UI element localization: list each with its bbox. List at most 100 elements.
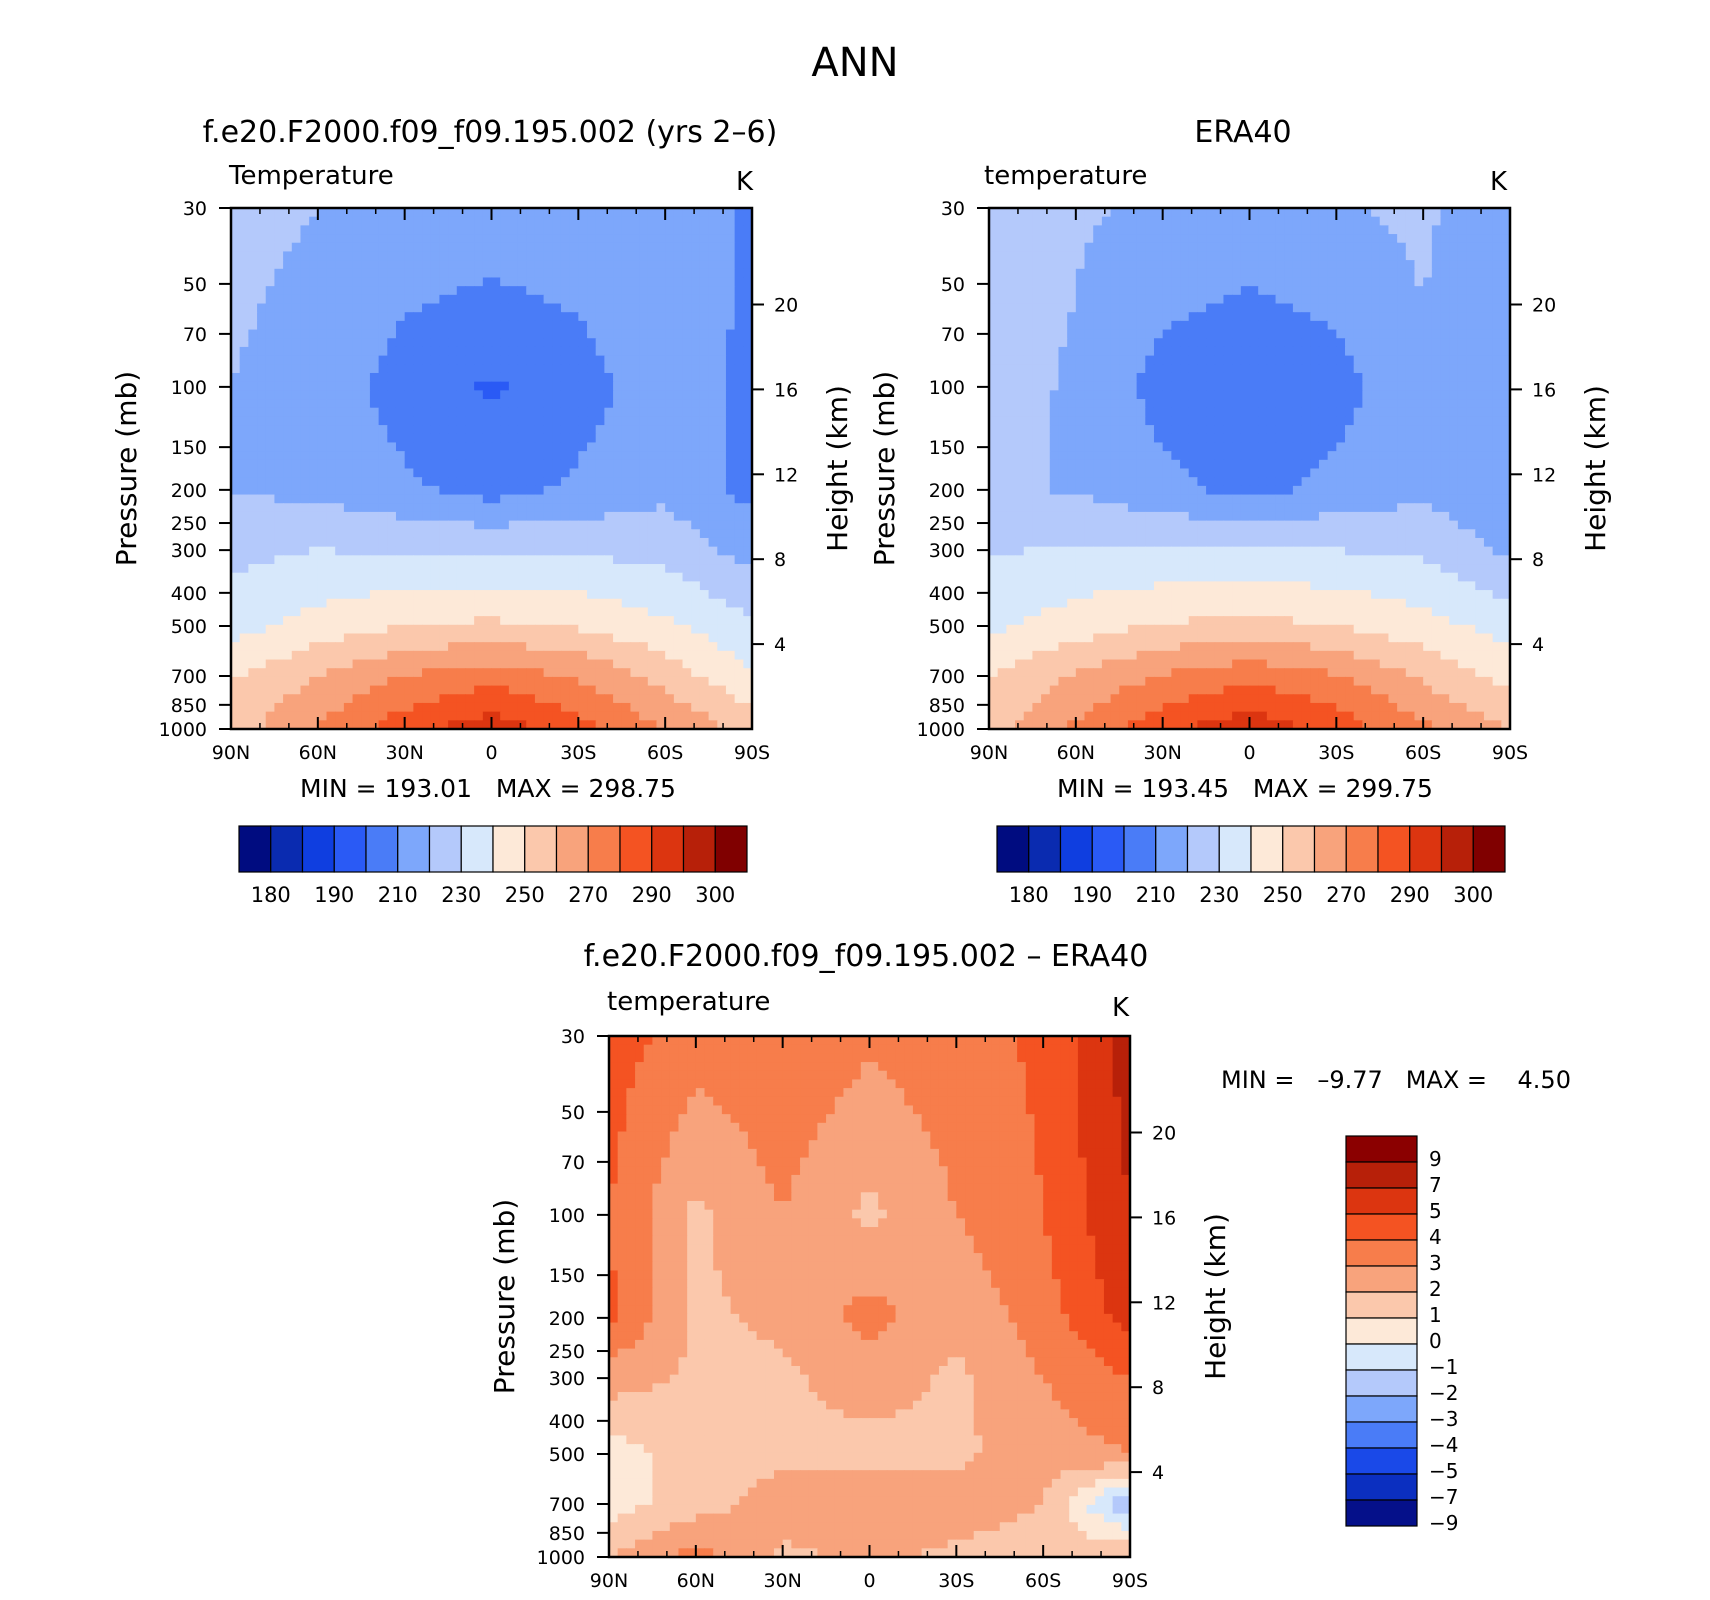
contour-cell [691, 711, 701, 721]
contour-cell [569, 433, 579, 444]
contour-cell [517, 208, 527, 218]
contour-cell [439, 459, 449, 470]
contour-cell [1162, 251, 1172, 261]
contour-cell [1423, 242, 1433, 253]
contour-cell [395, 208, 406, 218]
contour-cell [1032, 346, 1042, 357]
contour-cell [1362, 251, 1372, 261]
contour-cell [1492, 329, 1502, 339]
contour-cell [404, 364, 414, 374]
contour-cell [595, 208, 605, 218]
contour-cell [517, 242, 527, 253]
contour-cell [274, 286, 284, 296]
contour-cell [595, 303, 605, 313]
contour-cell [1483, 338, 1494, 348]
contour-cell [1058, 260, 1068, 270]
contour-cell [1075, 390, 1086, 400]
contour-cell [621, 277, 632, 287]
contour-cell [595, 355, 605, 365]
contour-cell [604, 520, 614, 530]
contour-cell [1371, 312, 1381, 322]
contour-cell [335, 407, 345, 417]
contour-cell [708, 555, 718, 565]
contour-cell [352, 572, 362, 582]
contour-cell [613, 633, 623, 643]
contour-cell [717, 286, 727, 296]
contour-cell [587, 702, 597, 713]
contour-cell [1188, 372, 1198, 383]
contour-cell [1023, 234, 1034, 244]
contour-cell [587, 208, 597, 218]
contour-cell [387, 407, 397, 417]
contour-cell [1171, 225, 1181, 235]
contour-cell [699, 520, 710, 530]
contour-cell [621, 286, 632, 296]
contour-cell [1188, 251, 1198, 261]
contour-cell [1292, 234, 1303, 244]
contour-cell [1423, 312, 1433, 322]
contour-cell [743, 260, 753, 270]
contour-cell [1405, 251, 1416, 261]
contour-cell [543, 208, 553, 218]
contour-cell [1162, 390, 1172, 400]
contour-cell [335, 659, 345, 669]
contour-cell [1440, 225, 1450, 235]
contour-cell [1249, 216, 1259, 226]
contour-cell [526, 590, 536, 600]
contour-cell [265, 685, 276, 695]
contour-cell [239, 320, 249, 331]
contour-cell [1049, 234, 1060, 244]
contour-cell [587, 711, 597, 721]
contour-cell [743, 598, 753, 609]
contour-cell [448, 642, 458, 652]
contour-cell [1284, 242, 1294, 253]
contour-cell [465, 503, 475, 513]
contour-cell [404, 355, 414, 365]
contour-cell [587, 442, 597, 452]
contour-cell [474, 537, 484, 548]
contour-cell [335, 720, 345, 730]
contour-cell [1397, 364, 1407, 374]
contour-cell [1327, 346, 1337, 357]
contour-cell [708, 564, 718, 574]
contour-cell [1388, 355, 1398, 365]
contour-cell [326, 407, 336, 417]
contour-cell [387, 442, 397, 452]
contour-cell [474, 477, 484, 487]
contour-cell [482, 346, 493, 357]
contour-cell [613, 503, 623, 513]
contour-cell [387, 555, 397, 565]
contour-cell [647, 286, 658, 296]
contour-cell [630, 511, 640, 522]
contour-cell [291, 225, 302, 235]
contour-cell [1145, 251, 1155, 261]
contour-cell [1301, 390, 1311, 400]
contour-cell [465, 676, 475, 687]
contour-cell [1188, 294, 1198, 305]
contour-cell [656, 572, 666, 582]
contour-cell [552, 711, 562, 721]
contour-cell [500, 286, 510, 296]
contour-cell [500, 564, 510, 574]
contour-cell [378, 694, 388, 704]
contour-cell [395, 268, 406, 279]
contour-cell [630, 581, 640, 591]
contour-cell [395, 650, 406, 661]
contour-cell [387, 616, 397, 626]
contour-cell [291, 407, 302, 417]
contour-cell [283, 208, 293, 218]
contour-cell [422, 676, 432, 687]
contour-cell [1292, 381, 1303, 391]
contour-cell [491, 668, 501, 678]
contour-cell [231, 442, 241, 452]
contour-cell [1232, 381, 1242, 391]
contour-cell [517, 642, 527, 652]
contour-cell [526, 260, 536, 270]
contour-cell [708, 624, 718, 635]
contour-cell [283, 329, 293, 339]
contour-cell [456, 711, 467, 721]
contour-cell [534, 642, 545, 652]
contour-cell [231, 537, 241, 548]
contour-cell [656, 546, 666, 556]
contour-cell [1153, 242, 1164, 253]
